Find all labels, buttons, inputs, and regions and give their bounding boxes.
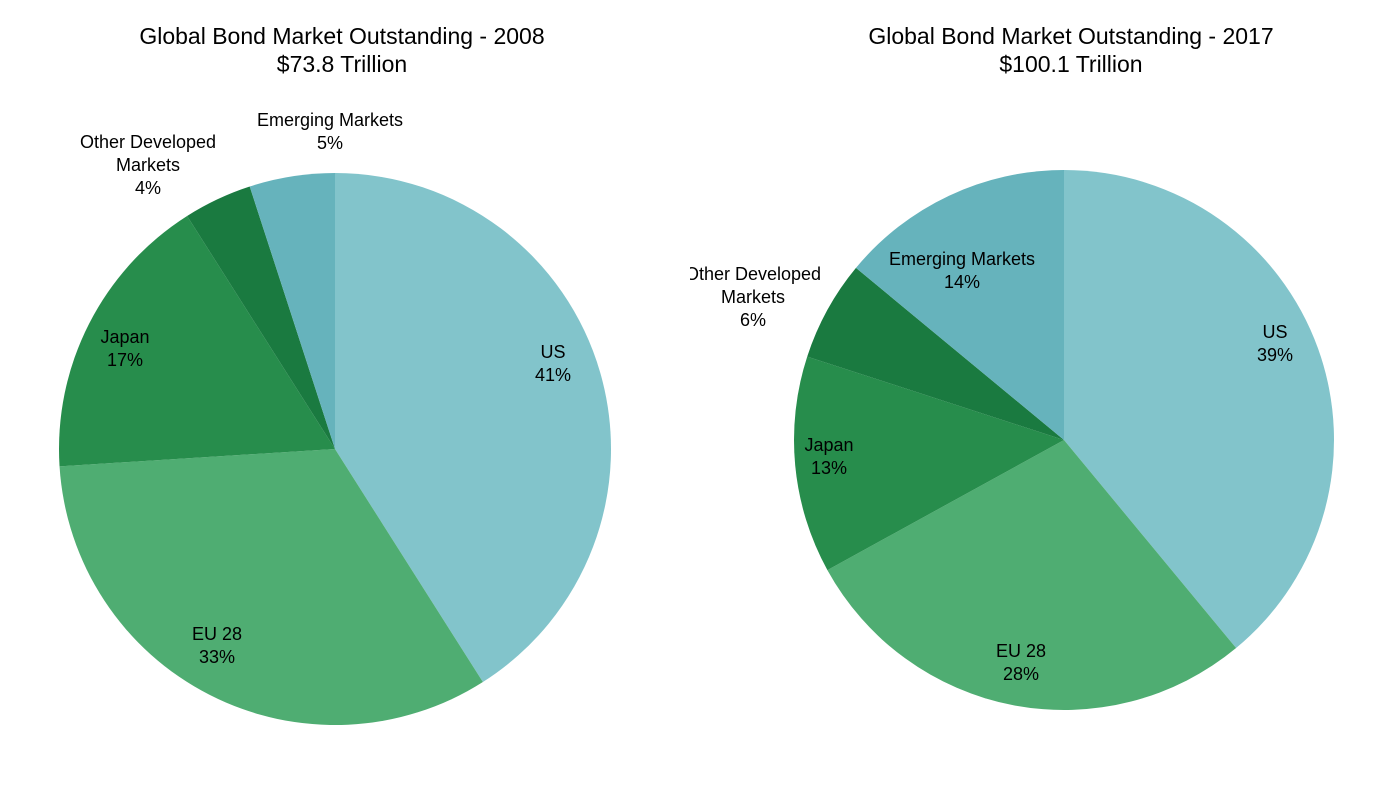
slice-value-label: 13% [811,458,847,478]
slice-value-label: 14% [944,272,980,292]
pie-slice-emerging-markets [855,170,1064,440]
slice-label-other-developed-markets: Other Developed Markets 6% [690,264,821,330]
chart-title-2017: Global Bond Market Outstanding - 2017 $1… [690,22,1382,78]
slice-label-us: US 41% [535,342,571,385]
slice-label-eu-28: EU 28 28% [996,641,1046,684]
slice-label-emerging-markets: Emerging Markets 14% [889,249,1035,292]
slice-name-label: EU 28 [192,624,242,644]
pie-svg-2017: US 39% EU 28 28% Japan 13% Other Developed Mark… [690,170,1334,710]
slice-value-label: 4% [135,178,161,198]
pie-chart-2008: Global Bond Market Outstanding - 2008 $7… [0,0,690,786]
pie-svg-2008: US 41% EU 28 33% Japan 17% Other Developed Mark… [59,110,611,725]
slice-name-label: Other Developed [690,264,821,284]
pie-slice-japan [59,215,335,467]
slice-value-label: 41% [535,365,571,385]
slice-label-us: US 39% [1257,322,1293,365]
slice-name-label: Markets [721,287,785,307]
chart-subtitle-text: $73.8 Trillion [276,51,408,77]
slice-name-label: Other Developed [80,132,216,152]
slice-name-label: EU 28 [996,641,1046,661]
pie-slice-eu-28 [827,440,1237,710]
pie-slice-us [1064,170,1334,649]
slice-label-other-developed-markets: Other Developed Markets 4% [80,132,216,198]
pie-slice-eu-28 [59,449,483,725]
slice-label-eu-28: EU 28 33% [192,624,242,667]
slice-name-label: Japan [804,435,853,455]
slice-name-label: US [1262,322,1287,342]
chart-title-text: Global Bond Market Outstanding - 2008 [139,23,545,49]
pie-slice-emerging-markets [249,173,335,449]
pie-slice-us [335,173,611,683]
chart-title-text: Global Bond Market Outstanding - 2017 [868,23,1274,49]
pie-slice-other-developed-markets [187,186,335,449]
slice-name-label: Emerging Markets [257,110,403,130]
slice-name-label: US [540,342,565,362]
chart-title-2008: Global Bond Market Outstanding - 2008 $7… [0,22,684,78]
slice-value-label: 39% [1257,345,1293,365]
slice-value-label: 33% [199,647,235,667]
slice-value-label: 17% [107,350,143,370]
slice-label-japan: Japan 13% [804,435,853,478]
slice-name-label: Markets [116,155,180,175]
slice-label-emerging-markets: Emerging Markets 5% [257,110,403,153]
slice-value-label: 28% [1003,664,1039,684]
slice-label-japan: Japan 17% [100,327,149,370]
slice-value-label: 5% [317,133,343,153]
slice-name-label: Emerging Markets [889,249,1035,269]
pie-slice-other-developed-markets [807,267,1064,440]
pie-chart-2017: Global Bond Market Outstanding - 2017 $1… [690,0,1382,786]
slice-value-label: 6% [740,310,766,330]
slice-name-label: Japan [100,327,149,347]
chart-subtitle-text: $100.1 Trillion [999,51,1143,77]
pie-slice-japan [794,356,1064,571]
